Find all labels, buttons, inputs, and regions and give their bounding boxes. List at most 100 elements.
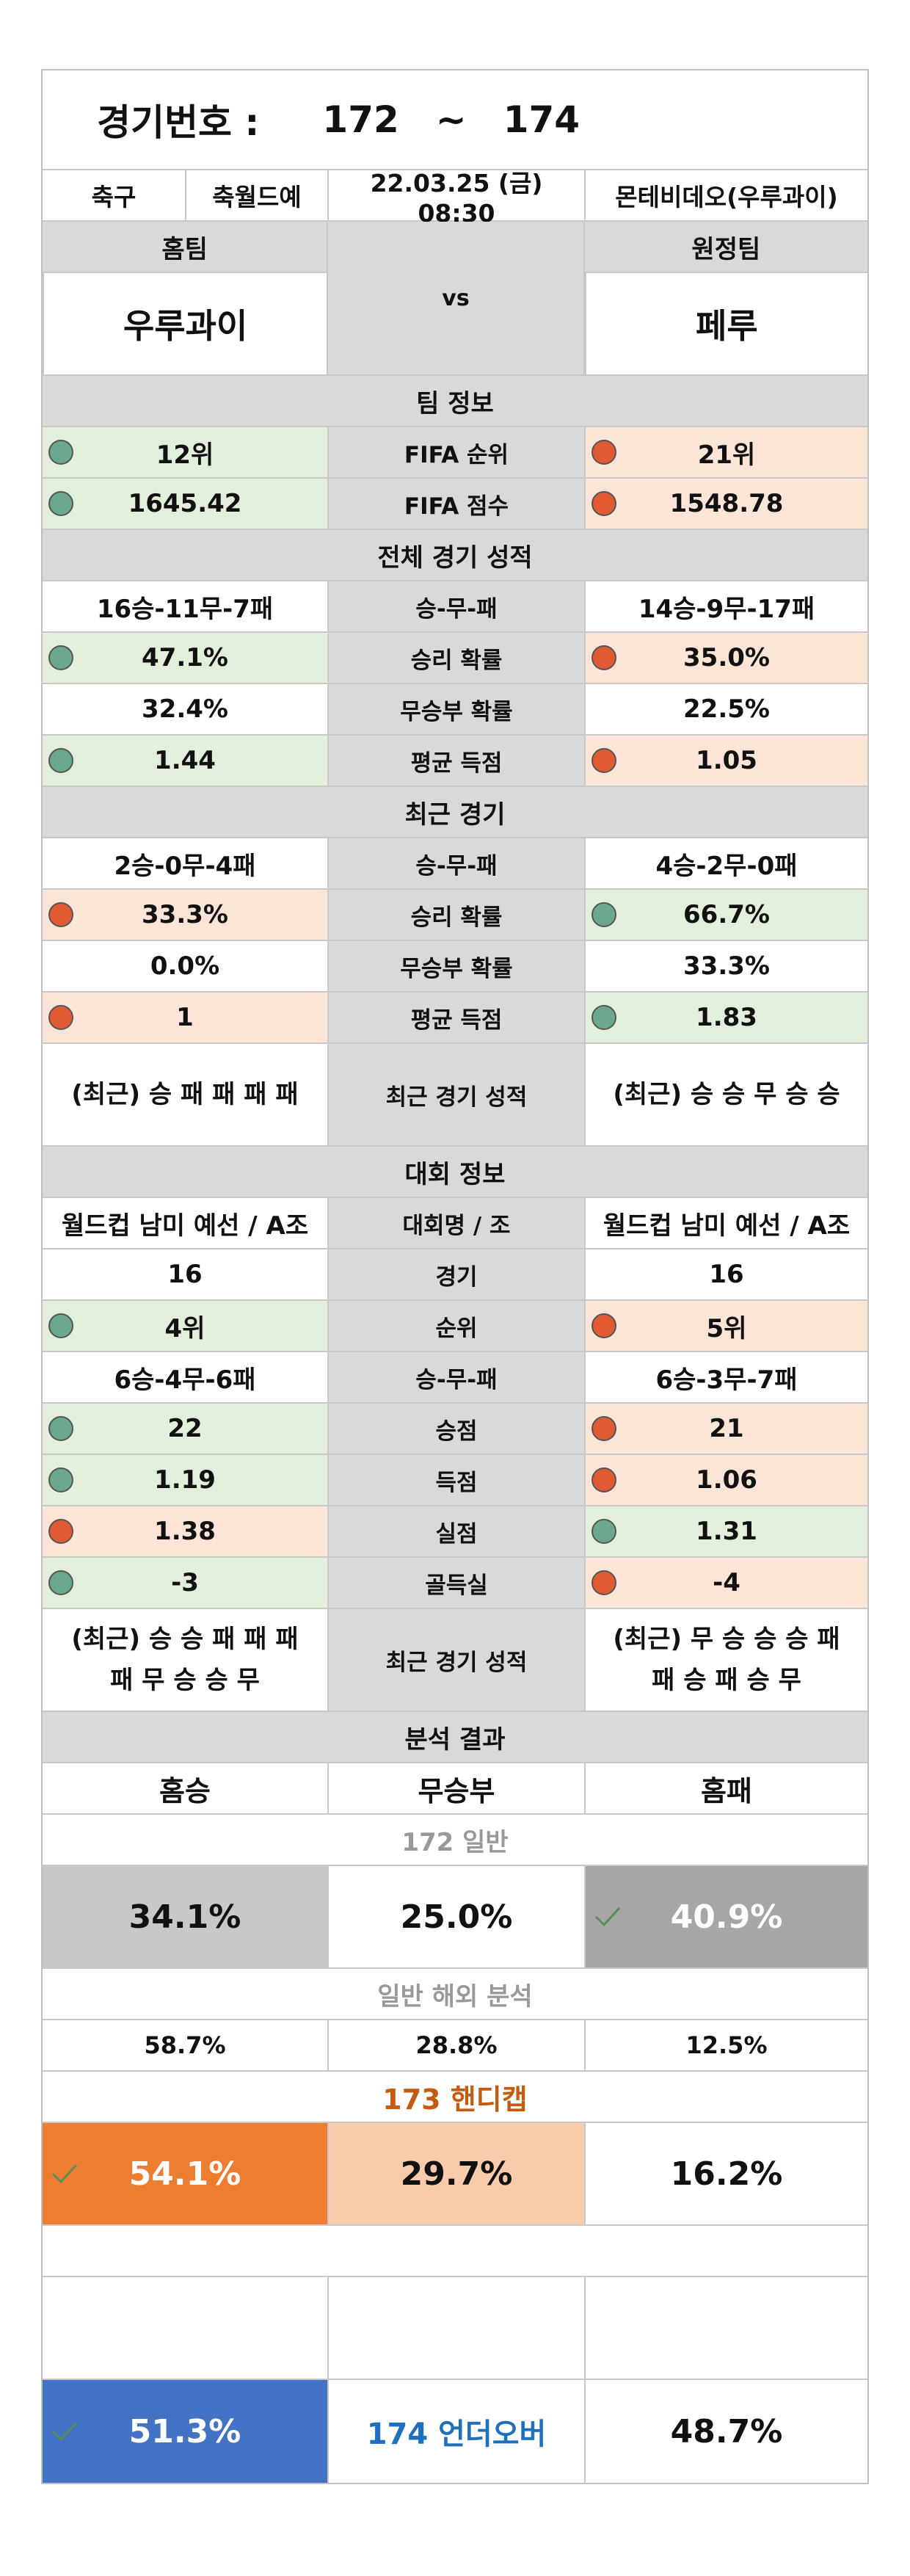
home-value-cell: 1.19 [43,1455,327,1505]
sport: 축구 [91,183,136,211]
away-value-cell: 21 [584,1404,867,1454]
tournament-form-row: (최근) 승 승 패 패 패 패 무 승 승 무 최근 경기 성적 (최근) 무… [43,1609,867,1712]
away-value-cell: 6승-3무-7패 [584,1352,867,1402]
away-form-line1: (최근) 무 승 승 승 패 [613,1625,840,1654]
home-value-cell: 22 [43,1404,327,1454]
handicap-title: 173 핸디캡 [382,2083,528,2116]
match-number-label: 경기번호 : [97,101,260,144]
red-circle-icon [48,1519,73,1544]
home-value-cell: 47.1% [43,633,327,683]
check-icon [48,2158,81,2190]
tournament-form-label: 최근 경기 성적 [327,1609,584,1710]
red-circle-icon [48,1005,73,1030]
stat-label: 평균 득점 [327,993,584,1042]
stat-label: 승리 확률 [327,890,584,940]
away-value-cell: 21위 [584,427,867,477]
overseas-title: 일반 해외 분석 [377,1981,533,2011]
away-value-cell: 1548.78 [584,479,867,529]
away-form-line2: 패 승 패 승 무 [652,1666,801,1695]
check-icon [48,2415,81,2448]
away-value-cell: 4승-2무-0패 [584,838,867,888]
stat-label: FIFA 점수 [327,479,584,529]
stat-row: 1.38 실점 1.31 [43,1506,867,1558]
green-circle-icon [48,1416,73,1441]
away-value-cell: 35.0% [584,633,867,683]
blank-cell [43,2277,327,2379]
away-value: 21 [709,1414,744,1443]
match-number-row: 경기번호 : 172 ~ 174 [43,70,867,170]
away-value: 1.31 [696,1517,757,1546]
stat-row: 1.19 득점 1.06 [43,1455,867,1506]
away-value-cell: 1.83 [584,993,867,1042]
section-title: 최근 경기 [404,799,506,830]
stat-label: 승-무-패 [327,1352,584,1402]
stat-row: 33.3% 승리 확률 66.7% [43,890,867,941]
stat-row: 1.44 평균 득점 1.05 [43,736,867,787]
stat-row: 47.1% 승리 확률 35.0% [43,633,867,684]
red-circle-icon [592,1416,616,1441]
home-value-cell: -3 [43,1558,327,1608]
stat-row: 6승-4무-6패 승-무-패 6승-3무-7패 [43,1352,867,1404]
home-value: 1.19 [154,1465,216,1495]
col-draw: 무승부 [327,1763,584,1813]
underover-blank-row [43,2277,867,2380]
stat-label: FIFA 순위 [327,427,584,477]
general-away-cell: 40.9% [584,1866,867,1967]
section-team-info: 팀 정보 [43,376,867,427]
away-value: 14승-9무-17패 [638,594,815,624]
green-circle-icon [48,1570,73,1595]
match-number-end: 174 [503,98,580,141]
home-value: 0.0% [150,951,220,981]
home-value: 16승-11무-7패 [96,594,274,624]
away-value: 1.83 [696,1003,757,1032]
recent-form-row: (최근) 승 패 패 패 패 최근 경기 성적 (최근) 승 승 무 승 승 [43,1044,867,1147]
home-value-cell: 16승-11무-7패 [43,581,327,631]
home-value-cell: 월드컵 남미 예선 / A조 [43,1198,327,1248]
away-value-cell: 1.05 [584,736,867,786]
general-title-row: 172 일반 [43,1815,867,1866]
green-circle-icon [48,1467,73,1492]
red-circle-icon [592,491,616,516]
home-team-name: 우루과이 [43,273,327,374]
teams-block: 홈팀 우루과이 vs 원정팀 페루 [43,222,867,376]
home-value: 월드컵 남미 예선 / A조 [61,1211,309,1241]
spacer-row [43,2226,867,2277]
green-circle-icon [592,1005,616,1030]
stat-row: 1 평균 득점 1.83 [43,993,867,1044]
over-value: 48.7% [584,2380,867,2483]
section-analysis: 분석 결과 [43,1712,867,1763]
red-circle-icon [592,1570,616,1595]
away-value-cell: -4 [584,1558,867,1608]
away-value-cell: 66.7% [584,890,867,940]
away-value-cell: 월드컵 남미 예선 / A조 [584,1198,867,1248]
home-value-cell: 0.0% [43,941,327,991]
section-title: 팀 정보 [416,388,494,418]
away-recent-form: (최근) 승 승 무 승 승 [584,1044,867,1145]
overseas-title-row: 일반 해외 분석 [43,1969,867,2020]
general-title: 172 일반 [401,1827,509,1857]
away-value: 1548.78 [669,489,784,518]
home-value-cell: 16 [43,1249,327,1299]
match-number-start: 172 [322,98,399,141]
home-form-line2: 패 무 승 승 무 [110,1666,260,1695]
home-tournament-form: (최근) 승 승 패 패 패 패 무 승 승 무 [43,1609,327,1710]
home-value-cell: 1645.42 [43,479,327,529]
stat-row: 16 경기 16 [43,1249,867,1301]
home-team-label: 홈팀 [43,222,327,273]
venue: 몬테비데오(우루과이) [584,170,867,220]
section-title: 대회 정보 [404,1159,506,1189]
away-tournament-form: (최근) 무 승 승 승 패 패 승 패 승 무 [584,1609,867,1710]
stat-row: 1645.42 FIFA 점수 1548.78 [43,479,867,530]
home-value: 22 [167,1414,203,1443]
analysis-header-row: 홈승 무승부 홈패 [43,1763,867,1815]
general-home: 34.1% [43,1866,327,1967]
stat-label: 득점 [327,1455,584,1505]
home-form-line1: (최근) 승 승 패 패 패 [71,1625,299,1654]
handicap-home: 54.1% [128,2155,241,2193]
stat-row: 2승-0무-4패 승-무-패 4승-2무-0패 [43,838,867,890]
match-number: 경기번호 : 172 ~ 174 [43,70,867,169]
under-value: 51.3% [128,2412,241,2450]
match-datetime: 22.03.25 (금) 08:30 [327,169,584,228]
tournament-rows: 월드컵 남미 예선 / A조 대회명 / 조 월드컵 남미 예선 / A조 16 경기 1… [43,1198,867,1609]
stat-row: 16승-11무-7패 승-무-패 14승-9무-17패 [43,581,867,633]
